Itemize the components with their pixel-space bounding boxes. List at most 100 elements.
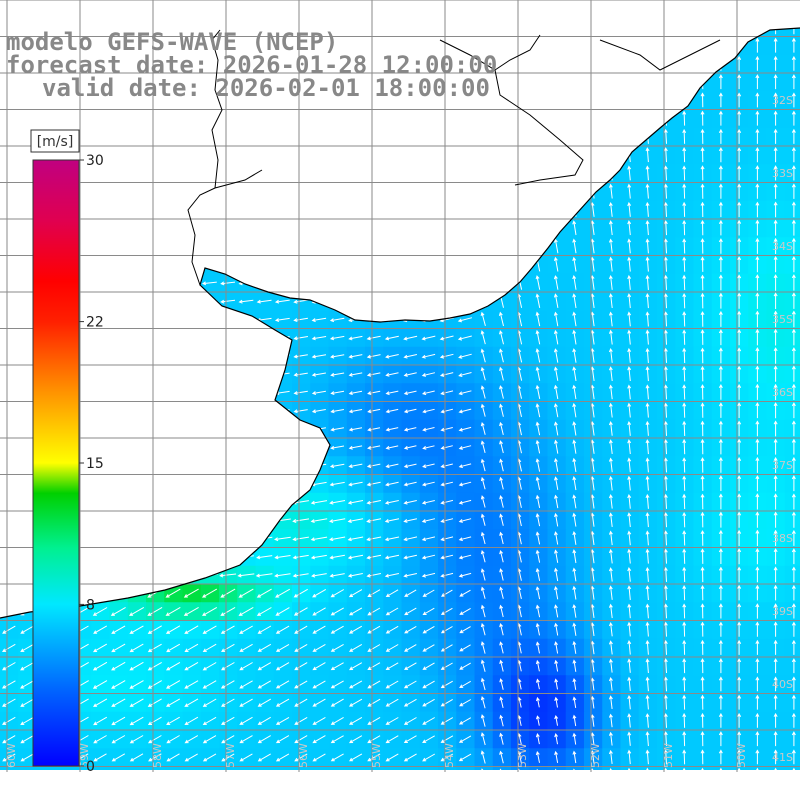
- field-cell: [146, 492, 165, 512]
- wind-arrow: [718, 383, 723, 400]
- wind-arrow: [311, 354, 327, 359]
- wind-arrow: [755, 676, 760, 692]
- field-cell: [200, 219, 220, 238]
- wind-arrow: [110, 299, 126, 304]
- wind-arrow: [422, 408, 435, 414]
- wind-arrow: [682, 749, 687, 765]
- field-cell: [91, 219, 111, 238]
- wind-arrow: [347, 28, 363, 31]
- field-cell: [109, 346, 129, 366]
- wind-arrow: [718, 694, 723, 710]
- wind-arrow: [535, 458, 541, 472]
- field-cell: [182, 127, 202, 147]
- field-cell: [529, 127, 549, 147]
- field-cell: [784, 711, 800, 731]
- field-cell: [182, 164, 202, 184]
- wind-arrow: [645, 548, 650, 564]
- wind-arrow: [627, 110, 632, 126]
- wind-arrow: [755, 475, 760, 492]
- wind-arrow: [348, 662, 363, 671]
- wind-arrow: [403, 372, 417, 377]
- wind-arrow: [498, 202, 504, 217]
- wind-arrow: [645, 37, 650, 53]
- field-cell: [164, 164, 184, 184]
- wind-arrow: [440, 427, 453, 432]
- wind-arrow: [256, 354, 272, 359]
- field-cell: [383, 237, 403, 257]
- wind-arrow: [773, 201, 778, 218]
- wind-arrow: [439, 335, 454, 341]
- wind-arrow: [682, 639, 687, 655]
- field-cell: [584, 73, 603, 92]
- field-cell: [219, 310, 238, 330]
- field-cell: [91, 237, 111, 257]
- lon-label: 57W: [224, 743, 237, 768]
- field-cell: [255, 237, 275, 257]
- field-cell: [182, 547, 202, 567]
- wind-arrow: [627, 274, 632, 290]
- wind-arrow: [311, 445, 327, 450]
- field-cell: [200, 547, 220, 567]
- wind-arrow: [330, 409, 344, 414]
- wind-arrow: [499, 513, 504, 526]
- wind-arrow: [74, 116, 90, 121]
- field-cell: [146, 511, 165, 530]
- wind-arrow: [440, 518, 454, 523]
- wind-arrow: [147, 680, 162, 689]
- field-cell: [255, 273, 275, 293]
- wind-arrow: [128, 463, 144, 468]
- wind-arrow: [499, 403, 504, 417]
- field-cell: [164, 146, 184, 165]
- field-cell: [200, 529, 220, 549]
- wind-arrow: [460, 772, 472, 779]
- wind-arrow: [773, 274, 778, 291]
- wind-arrow: [402, 299, 418, 304]
- wind-arrow: [608, 530, 613, 546]
- wind-arrow: [572, 110, 577, 126]
- wind-arrow: [718, 238, 723, 254]
- wind-arrow: [682, 511, 687, 528]
- wind-arrow: [1, 426, 17, 431]
- wind-arrow: [256, 427, 272, 432]
- field-cell: [346, 127, 366, 147]
- wind-arrow: [755, 128, 760, 144]
- wind-arrow: [627, 585, 632, 600]
- field-cell: [182, 383, 202, 403]
- wind-arrow: [457, 298, 473, 305]
- field-cell: [292, 164, 311, 184]
- field-cell: [602, 73, 622, 92]
- wind-arrow: [257, 680, 272, 689]
- wind-arrow: [292, 554, 309, 560]
- wind-arrow: [572, 696, 577, 708]
- field-cell: [219, 401, 238, 421]
- field-cell: [456, 28, 476, 38]
- wind-arrow: [57, 8, 71, 11]
- wind-arrow: [349, 698, 363, 707]
- field-cell: [164, 127, 184, 147]
- wind-arrow: [128, 536, 144, 541]
- field-cell: [127, 766, 147, 770]
- wind-arrow: [311, 336, 327, 341]
- wind-arrow: [439, 299, 454, 305]
- wind-arrow: [110, 463, 126, 468]
- wind-arrow: [201, 317, 217, 322]
- wind-arrow: [183, 263, 199, 267]
- wind-arrow: [700, 548, 705, 564]
- wind-arrow: [403, 698, 417, 707]
- field-cell: [492, 255, 512, 275]
- wind-arrow: [330, 445, 345, 450]
- field-cell: [292, 237, 311, 257]
- wind-arrow: [240, 8, 254, 11]
- wind-arrow: [422, 625, 435, 634]
- wind-arrow: [791, 603, 796, 619]
- wind-arrow: [791, 731, 796, 747]
- wind-arrow: [256, 390, 272, 395]
- wind-arrow: [608, 749, 613, 764]
- wind-arrow: [572, 183, 577, 199]
- wind-arrow: [220, 153, 236, 158]
- field-cell: [602, 91, 622, 111]
- border-line: [187, 29, 721, 286]
- field-cell: [146, 182, 165, 202]
- wind-arrow: [700, 749, 705, 765]
- wind-arrow: [773, 328, 778, 346]
